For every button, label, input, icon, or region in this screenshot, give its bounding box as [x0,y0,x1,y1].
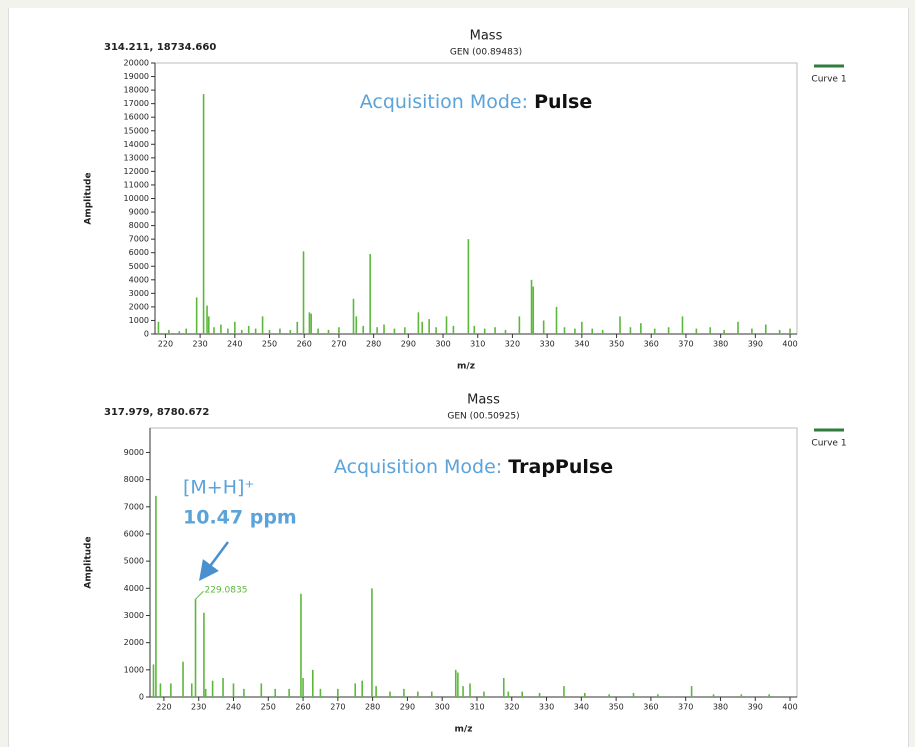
cursor-readout: 314.211, 18734.660 [104,42,216,53]
ppm-label: 10.47 ppm [183,507,297,529]
x-tick-label: 310 [469,703,484,712]
x-axis-label: m/z [457,362,475,372]
x-tick-label: 330 [539,703,554,712]
y-tick-label: 11000 [124,180,149,189]
y-tick-label: 20000 [124,59,149,68]
x-tick-label: 340 [574,340,589,349]
annotation-value: TrapPulse [508,456,613,478]
x-tick-label: 230 [192,340,207,349]
y-tick-label: 2000 [124,638,144,647]
y-tick-label: 19000 [124,72,149,81]
x-tick-label: 380 [713,703,728,712]
x-tick-label: 350 [609,340,624,349]
y-tick-label: 6000 [129,248,149,257]
y-tick-label: 4000 [124,584,144,593]
y-axis-label: Amplitude [84,172,94,224]
y-tick-label: 15000 [124,126,149,135]
subtitle: GEN (00.50925) [447,412,519,422]
x-tick-label: 230 [191,703,206,712]
x-tick-label: 400 [782,340,797,349]
x-tick-label: 280 [366,340,381,349]
peak-label: 229.0835 [205,586,248,596]
x-tick-label: 250 [261,703,276,712]
x-tick-label: 270 [330,703,345,712]
annotation-label: Acquisition Mode: [360,91,528,113]
y-tick-label: 6000 [124,529,144,538]
x-tick-label: 220 [156,703,171,712]
annotation-label: Acquisition Mode: [334,456,502,478]
y-tick-label: 18000 [124,86,149,95]
x-tick-label: 320 [505,340,520,349]
x-tick-label: 360 [643,703,658,712]
y-tick-label: 9000 [129,208,149,217]
x-tick-label: 260 [295,703,310,712]
x-tick-label: 330 [539,340,554,349]
x-tick-label: 370 [678,340,693,349]
peak-label-leader [195,590,204,600]
y-axis-label: Amplitude [84,536,94,588]
ion-label: [M+H]⁺ [183,477,254,499]
y-tick-label: 0 [139,693,144,702]
x-tick-label: 360 [644,340,659,349]
x-tick-label: 340 [574,703,589,712]
y-tick-label: 13000 [124,153,149,162]
x-tick-label: 290 [400,703,415,712]
x-tick-label: 240 [227,340,242,349]
y-tick-label: 0 [144,330,149,339]
x-tick-label: 290 [401,340,416,349]
y-tick-label: 3000 [124,611,144,620]
y-tick-label: 10000 [124,194,149,203]
x-tick-label: 310 [470,340,485,349]
y-tick-label: 1000 [124,665,144,674]
y-tick-label: 1000 [129,316,149,325]
legend-label: Curve 1 [811,439,846,449]
x-tick-label: 220 [158,340,173,349]
x-tick-label: 380 [713,340,728,349]
y-tick-label: 9000 [124,448,144,457]
x-tick-label: 240 [226,703,241,712]
subtitle: GEN (00.89483) [450,48,522,58]
y-tick-label: 12000 [124,167,149,176]
y-tick-label: 4000 [129,275,149,284]
y-tick-label: 3000 [129,289,149,298]
y-tick-label: 8000 [129,221,149,230]
annotation: Acquisition Mode: TrapPulse [334,456,613,478]
x-axis-label: m/z [455,725,473,735]
annotation-value: Pulse [534,91,592,113]
x-tick-label: 390 [748,703,763,712]
y-tick-label: 5000 [124,557,144,566]
y-tick-label: 8000 [124,475,144,484]
x-tick-label: 390 [748,340,763,349]
legend-label: Curve 1 [811,75,846,85]
panel [8,8,909,747]
arrow [199,541,230,582]
y-tick-label: 7000 [129,235,149,244]
y-tick-label: 16000 [124,113,149,122]
y-tick-label: 14000 [124,140,149,149]
x-tick-label: 300 [435,340,450,349]
x-tick-label: 350 [608,703,623,712]
x-tick-label: 270 [331,340,346,349]
x-tick-label: 280 [365,703,380,712]
chart-title: Mass [470,29,503,44]
x-tick-label: 260 [297,340,312,349]
y-tick-label: 5000 [129,262,149,271]
x-tick-label: 250 [262,340,277,349]
y-tick-label: 17000 [124,99,149,108]
x-tick-label: 320 [504,703,519,712]
chart-title: Mass [467,393,500,408]
cursor-readout: 317.979, 8780.672 [104,407,209,418]
annotation: Acquisition Mode: Pulse [360,91,593,113]
x-tick-label: 370 [678,703,693,712]
y-tick-label: 7000 [124,502,144,511]
x-tick-label: 400 [782,703,797,712]
y-tick-label: 2000 [129,302,149,311]
x-tick-label: 300 [435,703,450,712]
